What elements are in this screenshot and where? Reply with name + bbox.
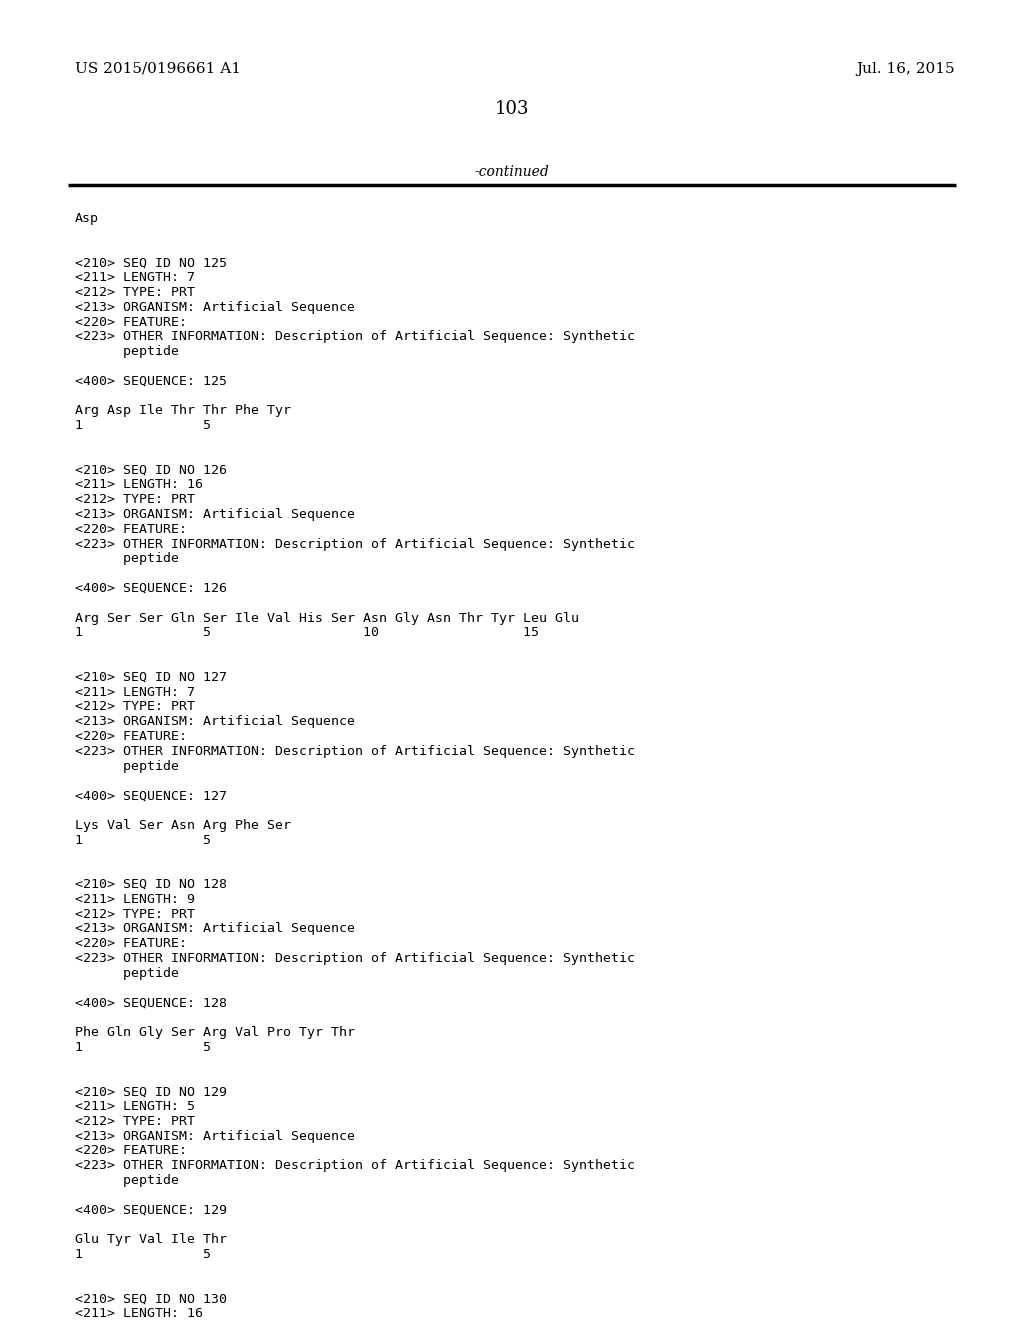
Text: <212> TYPE: PRT: <212> TYPE: PRT	[75, 286, 195, 300]
Text: <211> LENGTH: 16: <211> LENGTH: 16	[75, 478, 203, 491]
Text: <212> TYPE: PRT: <212> TYPE: PRT	[75, 701, 195, 713]
Text: <211> LENGTH: 9: <211> LENGTH: 9	[75, 892, 195, 906]
Text: <210> SEQ ID NO 129: <210> SEQ ID NO 129	[75, 1085, 227, 1098]
Text: <213> ORGANISM: Artificial Sequence: <213> ORGANISM: Artificial Sequence	[75, 508, 355, 521]
Text: <211> LENGTH: 16: <211> LENGTH: 16	[75, 1307, 203, 1320]
Text: <400> SEQUENCE: 128: <400> SEQUENCE: 128	[75, 997, 227, 1010]
Text: <400> SEQUENCE: 127: <400> SEQUENCE: 127	[75, 789, 227, 803]
Text: <220> FEATURE:: <220> FEATURE:	[75, 523, 187, 536]
Text: <212> TYPE: PRT: <212> TYPE: PRT	[75, 908, 195, 920]
Text: 1               5: 1 5	[75, 420, 211, 432]
Text: 103: 103	[495, 100, 529, 117]
Text: <400> SEQUENCE: 126: <400> SEQUENCE: 126	[75, 582, 227, 595]
Text: Arg Ser Ser Gln Ser Ile Val His Ser Asn Gly Asn Thr Tyr Leu Glu: Arg Ser Ser Gln Ser Ile Val His Ser Asn …	[75, 611, 579, 624]
Text: <220> FEATURE:: <220> FEATURE:	[75, 937, 187, 950]
Text: 1               5: 1 5	[75, 1040, 211, 1053]
Text: <400> SEQUENCE: 125: <400> SEQUENCE: 125	[75, 375, 227, 388]
Text: <211> LENGTH: 7: <211> LENGTH: 7	[75, 271, 195, 284]
Text: -continued: -continued	[475, 165, 549, 180]
Text: <223> OTHER INFORMATION: Description of Artificial Sequence: Synthetic: <223> OTHER INFORMATION: Description of …	[75, 744, 635, 758]
Text: Jul. 16, 2015: Jul. 16, 2015	[856, 62, 955, 77]
Text: <213> ORGANISM: Artificial Sequence: <213> ORGANISM: Artificial Sequence	[75, 715, 355, 729]
Text: Phe Gln Gly Ser Arg Val Pro Tyr Thr: Phe Gln Gly Ser Arg Val Pro Tyr Thr	[75, 1026, 355, 1039]
Text: Arg Asp Ile Thr Thr Phe Tyr: Arg Asp Ile Thr Thr Phe Tyr	[75, 404, 291, 417]
Text: <210> SEQ ID NO 130: <210> SEQ ID NO 130	[75, 1292, 227, 1305]
Text: <212> TYPE: PRT: <212> TYPE: PRT	[75, 1115, 195, 1127]
Text: <211> LENGTH: 7: <211> LENGTH: 7	[75, 685, 195, 698]
Text: 1               5                   10                  15: 1 5 10 15	[75, 627, 539, 639]
Text: <213> ORGANISM: Artificial Sequence: <213> ORGANISM: Artificial Sequence	[75, 301, 355, 314]
Text: 1               5: 1 5	[75, 1247, 211, 1261]
Text: <220> FEATURE:: <220> FEATURE:	[75, 730, 187, 743]
Text: peptide: peptide	[75, 759, 179, 772]
Text: <220> FEATURE:: <220> FEATURE:	[75, 1144, 187, 1158]
Text: US 2015/0196661 A1: US 2015/0196661 A1	[75, 62, 241, 77]
Text: peptide: peptide	[75, 1173, 179, 1187]
Text: <213> ORGANISM: Artificial Sequence: <213> ORGANISM: Artificial Sequence	[75, 923, 355, 936]
Text: <223> OTHER INFORMATION: Description of Artificial Sequence: Synthetic: <223> OTHER INFORMATION: Description of …	[75, 537, 635, 550]
Text: peptide: peptide	[75, 966, 179, 979]
Text: <210> SEQ ID NO 127: <210> SEQ ID NO 127	[75, 671, 227, 684]
Text: <212> TYPE: PRT: <212> TYPE: PRT	[75, 494, 195, 506]
Text: <210> SEQ ID NO 128: <210> SEQ ID NO 128	[75, 878, 227, 891]
Text: Glu Tyr Val Ile Thr: Glu Tyr Val Ile Thr	[75, 1233, 227, 1246]
Text: peptide: peptide	[75, 346, 179, 358]
Text: Lys Val Ser Asn Arg Phe Ser: Lys Val Ser Asn Arg Phe Ser	[75, 818, 291, 832]
Text: <220> FEATURE:: <220> FEATURE:	[75, 315, 187, 329]
Text: 1               5: 1 5	[75, 834, 211, 846]
Text: <223> OTHER INFORMATION: Description of Artificial Sequence: Synthetic: <223> OTHER INFORMATION: Description of …	[75, 1159, 635, 1172]
Text: <210> SEQ ID NO 126: <210> SEQ ID NO 126	[75, 463, 227, 477]
Text: <400> SEQUENCE: 129: <400> SEQUENCE: 129	[75, 1204, 227, 1217]
Text: <223> OTHER INFORMATION: Description of Artificial Sequence: Synthetic: <223> OTHER INFORMATION: Description of …	[75, 330, 635, 343]
Text: <213> ORGANISM: Artificial Sequence: <213> ORGANISM: Artificial Sequence	[75, 1130, 355, 1143]
Text: <210> SEQ ID NO 125: <210> SEQ ID NO 125	[75, 256, 227, 269]
Text: <211> LENGTH: 5: <211> LENGTH: 5	[75, 1100, 195, 1113]
Text: peptide: peptide	[75, 552, 179, 565]
Text: Asp: Asp	[75, 213, 99, 224]
Text: <223> OTHER INFORMATION: Description of Artificial Sequence: Synthetic: <223> OTHER INFORMATION: Description of …	[75, 952, 635, 965]
